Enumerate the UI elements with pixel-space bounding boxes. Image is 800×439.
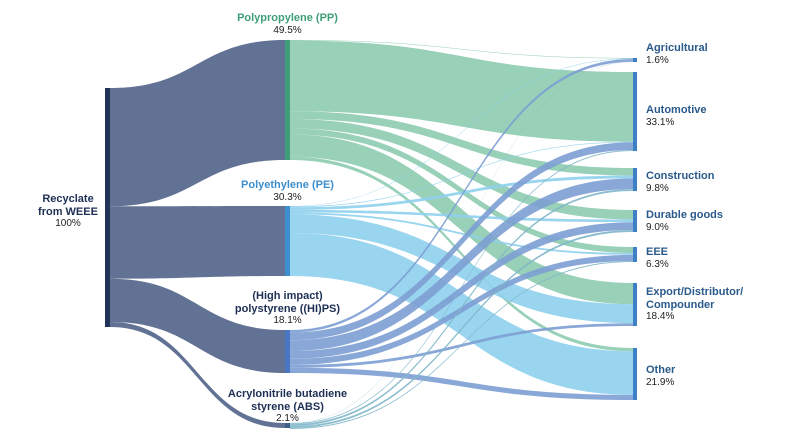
node-bar-source (105, 88, 110, 327)
flow-abs-agri (290, 61, 633, 424)
agri-value: 1.6% (646, 54, 669, 66)
eee-name: EEE (646, 246, 669, 258)
auto-value: 33.1% (646, 116, 675, 128)
flow-pp-eee (290, 128, 633, 253)
source-name: Recyclate from WEEE (38, 193, 98, 218)
flow-abs-dur (290, 230, 633, 428)
node-bar-eee (633, 247, 637, 262)
flow-pe-agri (290, 58, 633, 207)
flow-abs-eee (290, 261, 633, 429)
source-label: Recyclate from WEEE 100% (28, 193, 108, 230)
dest-label-cons: Construction 9.8% (646, 170, 796, 194)
flow-hips-exp (290, 323, 633, 368)
flow-pp-cons (290, 111, 633, 176)
flow-source-abs (110, 321, 285, 428)
flow-hips-cons (290, 178, 633, 352)
dur-name: Durable goods (646, 209, 724, 221)
flow-pe-eee (290, 212, 633, 255)
flow-pe-other (290, 233, 633, 395)
flow-hips-auto (290, 142, 633, 341)
dest-label-eee: EEE 6.3% (646, 246, 796, 270)
hips-name: (High impact) polystyrene ((HI)PS) (234, 290, 341, 315)
flow-pp-exp (290, 134, 633, 305)
dur-value: 9.0% (646, 221, 669, 233)
flow-pe-dur (290, 209, 633, 223)
node-bar-abs (285, 423, 290, 428)
node-bar-exp (633, 283, 637, 326)
dest-label-dur: Durable goods 9.0% (646, 209, 796, 233)
other-name: Other (646, 364, 676, 376)
pp-value: 49.5% (273, 24, 302, 36)
flow-pe-cons (290, 175, 633, 210)
eee-value: 6.3% (646, 258, 669, 270)
pp-name: Polypropylene (PP) (237, 12, 338, 24)
flow-source-pp (110, 40, 285, 207)
pe-name: Polyethylene (PE) (241, 179, 334, 191)
node-label-pe: Polyethylene (PE) 30.3% (215, 179, 360, 203)
flow-pp-agri (290, 40, 633, 59)
flow-pp-other (290, 156, 633, 352)
dest-label-other: Other 21.9% (646, 364, 796, 388)
node-bar-auto (633, 72, 637, 151)
node-label-hips: (High impact) polystyrene ((HI)PS) 18.1% (210, 290, 365, 327)
flow-hips-dur (290, 222, 633, 359)
abs-value: 2.1% (276, 413, 299, 425)
node-bar-other (633, 348, 637, 400)
abs-name: Acrylonitrile butadiene styrene (ABS) (227, 388, 348, 413)
flow-hips-eee (290, 254, 633, 365)
pe-value: 30.3% (273, 191, 302, 203)
auto-name: Automotive (646, 104, 707, 116)
flow-hips-other (290, 367, 633, 400)
flow-pp-auto (290, 40, 633, 142)
hips-value: 18.1% (273, 315, 302, 327)
node-bar-dur (633, 210, 637, 232)
other-value: 21.9% (646, 376, 675, 388)
node-bar-hips (285, 330, 290, 373)
agri-name: Agricultural (646, 42, 708, 54)
node-bar-pp (285, 40, 290, 160)
flow-pp-dur (290, 119, 633, 220)
dest-label-exp: Export/Distributor/ Compounder 18.4% (646, 286, 796, 323)
dest-label-agri: Agricultural 1.6% (646, 42, 796, 66)
flow-hips-agri (290, 59, 633, 333)
flow-pe-auto (290, 141, 633, 208)
node-label-abs: Acrylonitrile butadiene styrene (ABS) 2.… (205, 388, 370, 425)
flow-abs-auto (290, 150, 633, 425)
flow-source-hips (110, 278, 285, 373)
node-bar-agri (633, 58, 637, 62)
cons-name: Construction (646, 170, 715, 182)
node-bar-pe (285, 206, 290, 276)
flow-abs-cons (290, 189, 633, 427)
exp-name: Export/Distributor/ Compounder (646, 286, 744, 311)
exp-value: 18.4% (646, 311, 675, 323)
node-label-pp: Polypropylene (PP) 49.5% (215, 12, 360, 36)
node-bar-cons (633, 168, 637, 191)
flow-source-pe (110, 206, 285, 279)
source-value: 100% (55, 218, 81, 230)
cons-value: 9.8% (646, 182, 669, 194)
dest-label-auto: Automotive 33.1% (646, 104, 796, 128)
